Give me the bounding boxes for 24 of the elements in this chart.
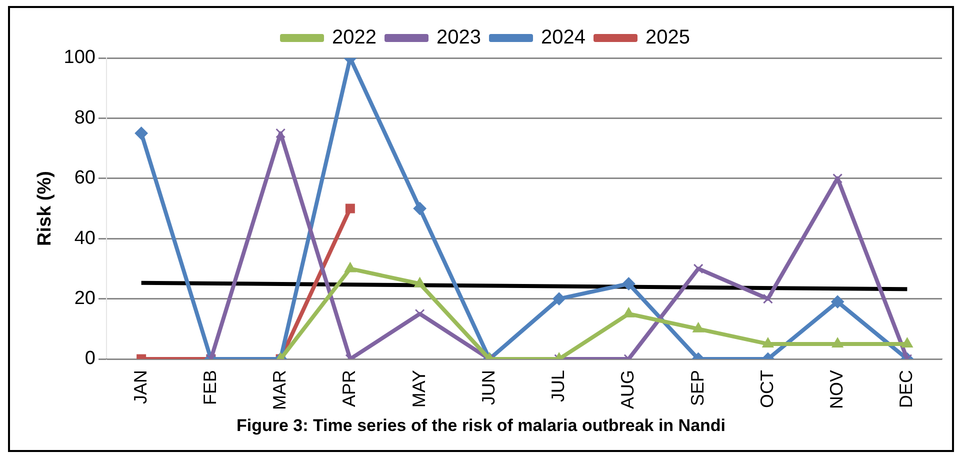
x-tick-label: OCT	[756, 370, 777, 408]
y-tick-label: 20	[74, 288, 96, 310]
x-tick-label: FEB	[200, 370, 220, 406]
legend-label: 2023	[436, 26, 482, 49]
x-tick-label: JUN	[478, 370, 498, 405]
x-tick-label: AUG	[618, 370, 638, 410]
y-tick-label: 0	[84, 348, 96, 370]
x-tick-label: NOV	[826, 370, 847, 410]
y-tick-label: 80	[74, 107, 96, 128]
legend-label: 2024	[541, 26, 586, 49]
legend-label: 2025	[645, 26, 690, 49]
y-tick-label: 60	[74, 168, 96, 189]
x-tick-label: SEP	[687, 370, 708, 406]
y-tick-label: 100	[64, 47, 96, 68]
legend-label: 2022	[332, 26, 377, 49]
y-axis-title: Risk (%)	[34, 171, 56, 246]
x-tick-label: MAR	[270, 370, 290, 410]
x-tick-label: MAY	[408, 370, 429, 408]
caption: Figure 3: Time series of the risk of malaria outbreak in Nandi	[235, 416, 727, 436]
x-tick-label: APR	[339, 370, 360, 408]
x-tick-label: JAN	[130, 370, 150, 404]
y-tick-label: 40	[74, 228, 96, 249]
x-tick-label: DEC	[896, 370, 916, 408]
x-tick-label: JUL	[548, 370, 568, 402]
